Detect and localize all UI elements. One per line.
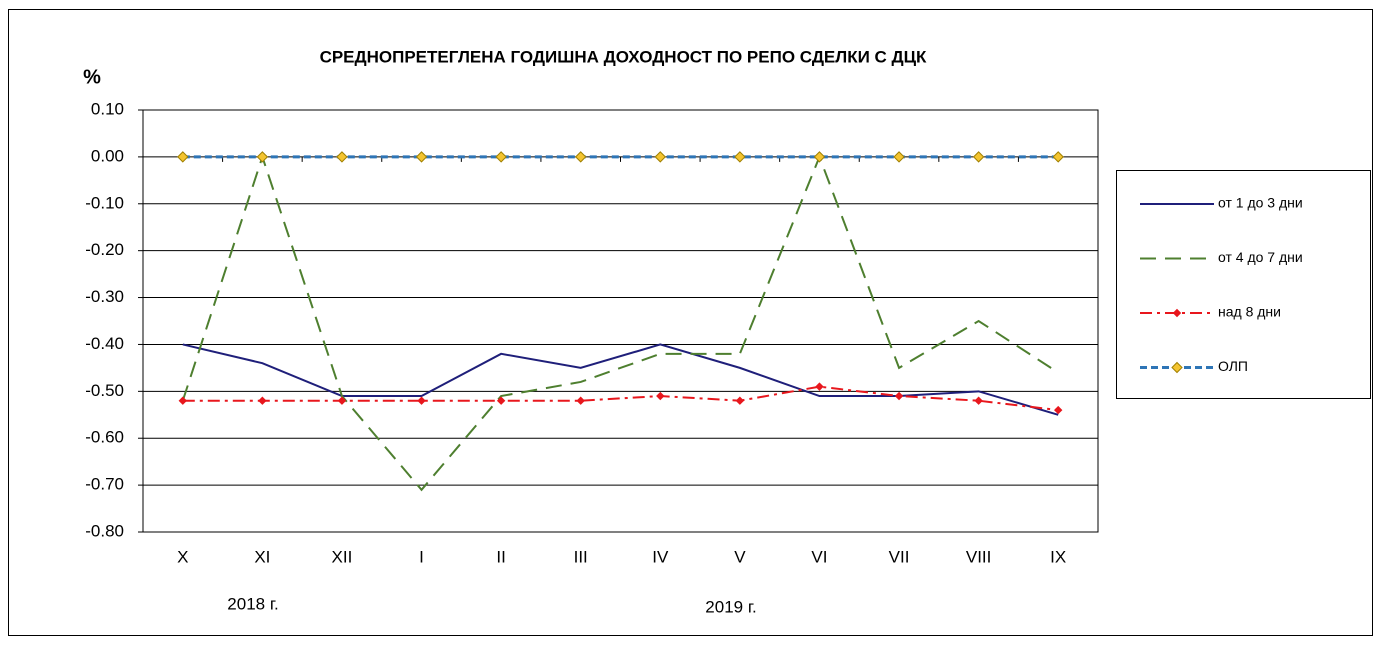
year-label: 2019 г. [705, 597, 756, 616]
x-tick-label: VIII [966, 547, 992, 566]
y-tick-label: -0.10 [85, 193, 124, 212]
point [256, 151, 269, 163]
year-label: 2018 г. [227, 594, 278, 613]
x-tick-label: XI [254, 547, 270, 566]
y-tick-label: 0.00 [91, 146, 124, 165]
x-tick-label: I [419, 547, 424, 566]
legend-label: ОЛП [1218, 358, 1248, 374]
y-tick-label: -0.60 [85, 428, 124, 447]
x-tick-label: VI [811, 547, 827, 566]
y-tick-label: -0.20 [85, 240, 124, 259]
y-tick-label: -0.30 [85, 287, 124, 306]
point [496, 396, 506, 405]
legend-label: над 8 дни [1218, 304, 1281, 320]
y-tick-label: -0.80 [85, 521, 124, 540]
point [417, 396, 426, 405]
point [1052, 151, 1064, 163]
point [654, 151, 666, 163]
x-tick-label: IX [1050, 547, 1066, 566]
point [178, 396, 187, 405]
x-tick-label: XII [332, 547, 353, 566]
point [734, 151, 746, 163]
point [258, 396, 267, 405]
legend [1116, 170, 1371, 399]
point [815, 382, 824, 391]
y-axis-label: % [83, 66, 101, 88]
point [575, 151, 587, 163]
point [894, 391, 904, 401]
point [337, 396, 347, 405]
x-tick-label: X [177, 547, 188, 566]
y-tick-label: 0.10 [91, 99, 124, 118]
y-tick-label: -0.50 [85, 381, 124, 400]
point [177, 151, 189, 163]
point [974, 396, 983, 405]
series-line [182, 343, 1059, 416]
chart-frame [8, 9, 1373, 636]
point [336, 151, 348, 163]
x-tick-label: IV [652, 547, 669, 566]
point [813, 151, 826, 163]
legend-marker [1172, 308, 1182, 318]
legend-label: от 4 до 7 дни [1218, 249, 1303, 265]
plot-area [142, 109, 1099, 533]
point [656, 391, 665, 401]
point [972, 151, 985, 163]
x-tick-label: III [574, 547, 588, 566]
point [415, 151, 428, 163]
x-tick-label: V [734, 547, 746, 566]
y-tick-label: -0.40 [85, 334, 124, 353]
point [576, 396, 585, 405]
x-tick-label: VII [889, 547, 910, 566]
series-line [181, 153, 1059, 492]
point [735, 396, 745, 405]
series-line [182, 385, 1059, 412]
legend-marker [1171, 361, 1183, 374]
x-tick-label: II [496, 547, 505, 566]
y-tick-label: -0.70 [85, 475, 124, 494]
legend-label: от 1 до 3 дни [1218, 195, 1303, 211]
point [893, 151, 905, 163]
point [1054, 405, 1063, 415]
chart-title: СРЕДНОПРЕТЕГЛЕНА ГОДИШНА ДОХОДНОСТ ПО РЕ… [320, 47, 927, 66]
point [495, 151, 507, 163]
